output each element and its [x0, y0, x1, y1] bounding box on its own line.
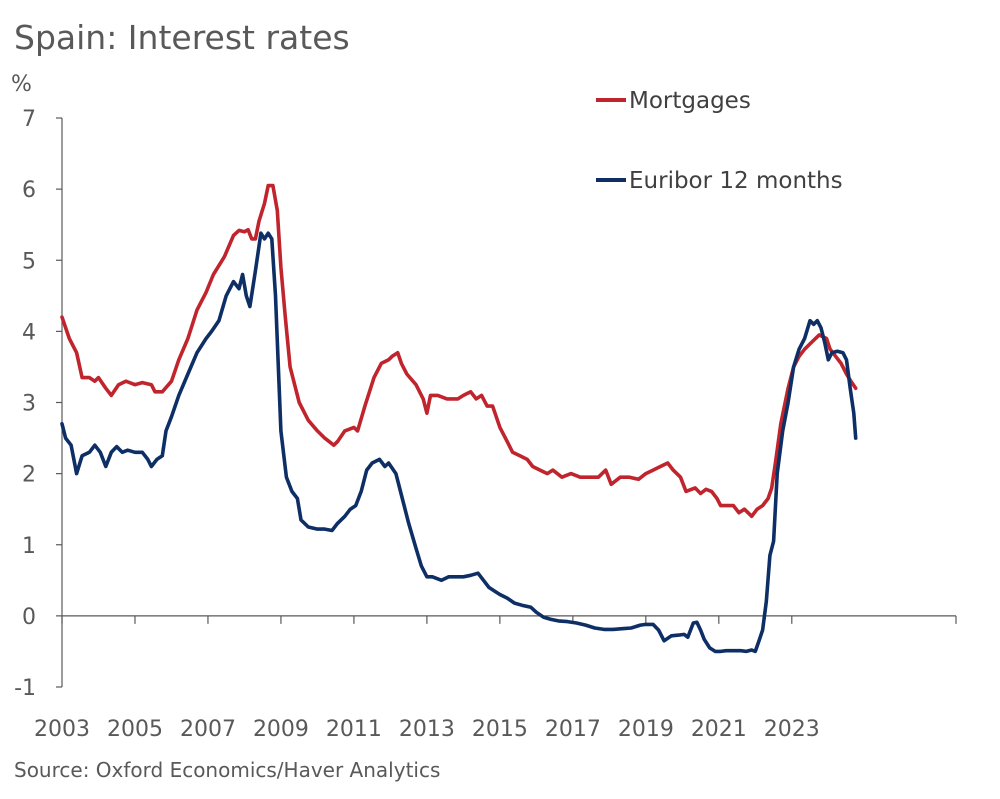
x-tick-label: 2015 — [472, 717, 528, 742]
x-tick-label: 2005 — [107, 717, 163, 742]
y-axis: -1 0 1 2 3 4 5 6 7 — [14, 107, 63, 701]
x-tick-label: 2017 — [545, 717, 601, 742]
legend: Mortgages Euribor 12 months — [596, 88, 843, 194]
y-tick-label: 1 — [22, 534, 36, 559]
y-tick-label: -1 — [14, 676, 36, 701]
legend-label-mortgages: Mortgages — [629, 88, 751, 114]
x-tick-label: 2003 — [34, 717, 90, 742]
x-tick-label: 2013 — [399, 717, 455, 742]
series-line-mortgages — [60, 183, 858, 519]
y-tick-label: 5 — [22, 249, 36, 274]
source-note: Source: Oxford Economics/Haver Analytics — [14, 758, 441, 782]
series-line-euribor — [60, 231, 858, 654]
y-tick-label: 4 — [22, 320, 36, 345]
x-tick-label: 2019 — [618, 717, 674, 742]
legend-label-euribor: Euribor 12 months — [629, 168, 843, 194]
y-tick-label: 6 — [22, 178, 36, 203]
x-tick-label: 2009 — [253, 717, 309, 742]
x-tick-label: 2011 — [326, 717, 382, 742]
y-tick-label: 7 — [22, 107, 36, 132]
chart-title: Spain: Interest rates — [14, 18, 350, 57]
series-layer — [60, 183, 858, 654]
x-axis: 2003 2005 2007 2009 2011 2013 2015 2017 2019 2021… — [34, 615, 957, 742]
y-tick-label: 2 — [22, 463, 36, 488]
y-tick-label: 3 — [22, 392, 36, 417]
y-tick-label: 0 — [22, 605, 36, 630]
x-tick-label: 2007 — [180, 717, 236, 742]
x-tick-label: 2023 — [764, 717, 820, 742]
x-tick-label: 2021 — [691, 717, 747, 742]
y-unit-label: % — [11, 72, 32, 97]
